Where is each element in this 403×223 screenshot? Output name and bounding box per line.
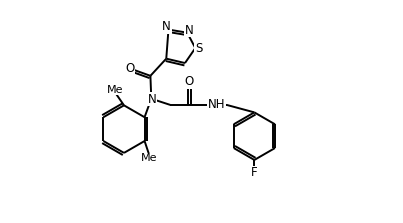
Text: F: F xyxy=(251,166,258,179)
Text: N: N xyxy=(148,93,156,106)
Text: N: N xyxy=(185,23,194,37)
Text: O: O xyxy=(184,75,193,88)
Text: N: N xyxy=(162,21,171,33)
Text: S: S xyxy=(195,41,203,55)
Text: NH: NH xyxy=(208,98,226,111)
Text: Me: Me xyxy=(141,153,158,163)
Text: O: O xyxy=(125,62,135,75)
Text: Me: Me xyxy=(107,85,123,95)
